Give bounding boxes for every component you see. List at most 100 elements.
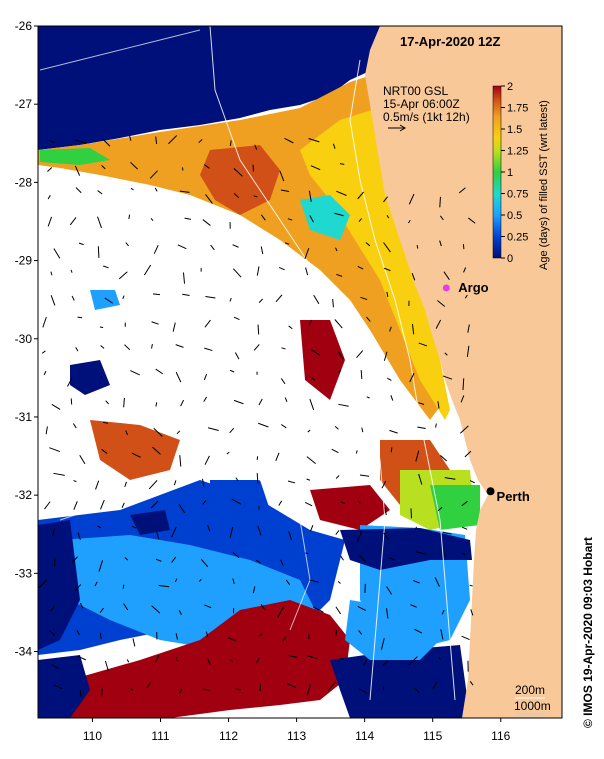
isobath-1000m xyxy=(209,26,386,701)
current-vector xyxy=(67,377,73,387)
colorbar-tick-label: 0.25 xyxy=(507,232,528,244)
colorbar-ticks: 0 0.25 0.5 0.75 1 1.25 1.5 1.75 2 xyxy=(501,81,528,265)
current-vector xyxy=(129,135,132,141)
current-vector xyxy=(439,240,442,247)
current-vector xyxy=(125,242,129,247)
current-vector xyxy=(79,689,82,698)
current-vector xyxy=(260,246,264,255)
current-vector xyxy=(435,423,437,428)
current-vector xyxy=(50,663,59,669)
colorbar-tick-label: 1.5 xyxy=(507,124,522,136)
sst-blue-blob-2 xyxy=(210,480,270,520)
current-vector xyxy=(258,298,264,303)
current-vector xyxy=(155,136,158,144)
current-vector xyxy=(443,271,450,280)
sst-navy-west xyxy=(38,520,80,650)
current-vector xyxy=(257,525,262,536)
current-vector xyxy=(260,604,266,611)
current-vector xyxy=(97,525,101,529)
current-vector xyxy=(304,501,313,507)
current-vector xyxy=(256,473,259,484)
current-vector xyxy=(327,681,337,691)
current-time-label: 15-Apr 06:00Z xyxy=(383,97,460,111)
current-vector xyxy=(204,604,212,609)
current-vector xyxy=(182,293,190,297)
current-vector xyxy=(99,607,104,613)
current-vector xyxy=(53,248,61,259)
current-vector xyxy=(288,325,293,330)
current-vector xyxy=(284,397,288,402)
current-vector xyxy=(332,143,336,149)
current-vector xyxy=(231,498,242,505)
current-vector xyxy=(152,293,161,296)
current-vector xyxy=(357,606,367,612)
current-vector xyxy=(287,480,296,484)
lon-tick-label: 116 xyxy=(491,729,510,743)
colorbar-tick-label: 0 xyxy=(507,253,513,265)
current-vector xyxy=(206,657,211,665)
current-vector xyxy=(435,319,442,329)
current-vector xyxy=(389,429,398,434)
sst-coastal-yellow xyxy=(300,110,450,420)
current-vector xyxy=(101,165,106,170)
current-vector xyxy=(415,450,420,462)
current-vector xyxy=(125,430,128,436)
current-vector xyxy=(439,215,444,221)
current-vector xyxy=(411,323,415,335)
current-vector xyxy=(69,217,77,226)
current-vector xyxy=(229,659,233,663)
current-vector xyxy=(409,372,415,383)
current-vector xyxy=(417,426,426,429)
current-vector xyxy=(179,688,183,694)
current-vector xyxy=(280,189,290,193)
current-vector xyxy=(356,531,363,542)
current-vector xyxy=(156,531,160,540)
current-vector xyxy=(155,558,162,562)
current-vector xyxy=(363,659,368,666)
current-vector xyxy=(184,217,192,220)
sst-blue-blob xyxy=(90,290,120,310)
current-vector xyxy=(51,403,61,410)
current-vector xyxy=(334,319,343,329)
current-vector xyxy=(361,427,364,433)
current-vector xyxy=(313,294,320,305)
current-vector xyxy=(182,272,186,284)
current-vector xyxy=(389,326,392,332)
current-vector xyxy=(204,455,210,465)
current-vector xyxy=(461,635,470,641)
current-vector xyxy=(469,480,475,484)
plot-frame xyxy=(37,25,563,719)
current-vector xyxy=(288,531,293,541)
current-vector xyxy=(337,580,341,584)
lat-tick-label: -28 xyxy=(15,175,33,189)
current-vector xyxy=(228,637,237,642)
current-vector xyxy=(123,603,129,611)
current-vector xyxy=(282,636,287,642)
current-vector xyxy=(226,451,230,455)
current-vector xyxy=(154,187,158,192)
colorbar-tick-label: 0.5 xyxy=(507,210,522,222)
lon-tick-label: 114 xyxy=(355,729,374,743)
current-vector xyxy=(408,220,411,224)
current-vector xyxy=(304,248,310,260)
current-vector xyxy=(410,604,417,608)
isobath-deep xyxy=(39,29,201,71)
current-vector xyxy=(383,267,391,272)
current-vector xyxy=(150,217,154,222)
current-vector xyxy=(334,212,344,217)
current-vector xyxy=(462,378,465,391)
current-vector xyxy=(47,216,52,227)
current-vector xyxy=(359,554,366,562)
current-vector xyxy=(171,526,177,538)
current-vector xyxy=(75,347,79,352)
current-vector xyxy=(45,426,48,435)
current-vector xyxy=(71,295,75,301)
current-vector xyxy=(357,265,364,270)
lat-tick-label: -30 xyxy=(15,332,33,346)
current-vector xyxy=(383,351,388,361)
current-vector xyxy=(440,629,444,640)
lon-tick-label: 111 xyxy=(151,729,170,743)
current-vector xyxy=(390,395,394,401)
current-vector xyxy=(229,427,235,434)
current-vector xyxy=(438,656,442,661)
